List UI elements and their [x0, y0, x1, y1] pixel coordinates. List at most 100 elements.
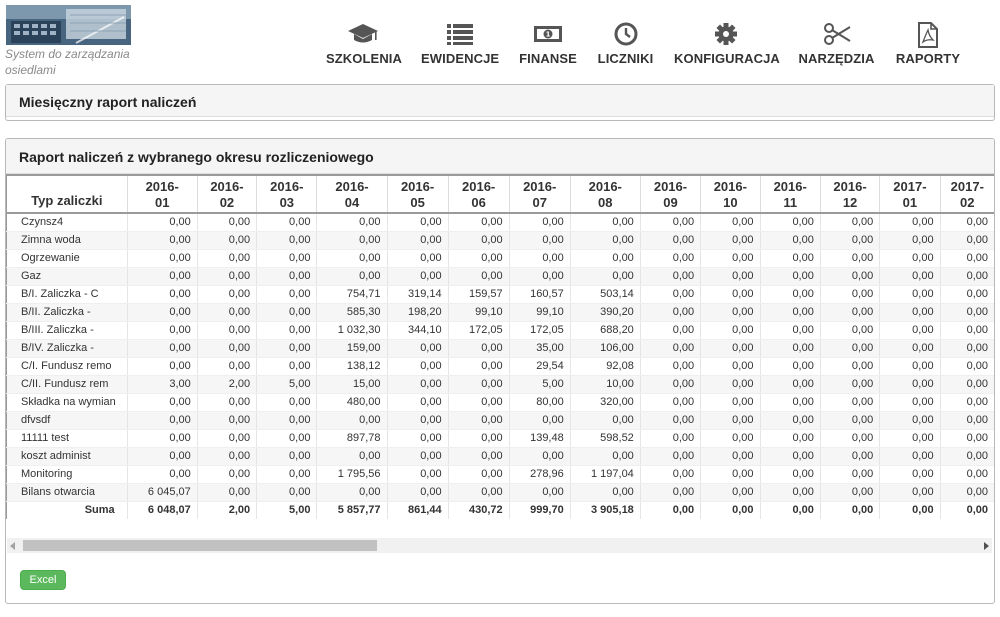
cell-value: 0,00	[256, 357, 317, 376]
cell-value: 0,00	[639, 249, 701, 268]
cell-value: 0,00	[569, 411, 641, 430]
cell-value: 0,00	[386, 357, 449, 376]
period-year: 2017-	[950, 179, 984, 194]
scroll-left-icon[interactable]	[10, 542, 15, 550]
cell-value: 0,00	[196, 213, 257, 232]
cell-value: 0,00	[700, 303, 761, 322]
table-row: Czynsz4 0,00 0,00 0,00 0,00 0,00 0,00 0,00 0,00 0…	[6, 213, 994, 232]
column-header-period: 2016- 02	[196, 174, 257, 214]
nav-liczniki[interactable]: LICZNIKI	[597, 20, 654, 68]
cell-value: 0,00	[639, 501, 701, 519]
cell-value: 0,00	[196, 249, 257, 268]
cell-value: 0,00	[196, 231, 257, 250]
cell-value: 390,20	[569, 303, 641, 322]
nav-narzedzia[interactable]: NARZĘDZIA	[798, 20, 875, 68]
cell-value: 0,00	[639, 411, 701, 430]
cell-value: 0,00	[759, 375, 821, 394]
cell-value: 0,00	[700, 429, 761, 448]
clock-icon	[597, 22, 654, 48]
cell-value: 5,00	[256, 501, 317, 519]
nav-szkolenia[interactable]: SZKOLENIA	[326, 20, 403, 68]
period-year: 2016-	[713, 179, 747, 194]
period-year: 2017-	[893, 179, 927, 194]
cell-value: 0,00	[126, 303, 198, 322]
column-header-period: 2016- 12	[819, 174, 880, 214]
cell-value: 0,00	[508, 249, 571, 268]
cell-value: 0,00	[386, 339, 449, 358]
cell-value: 278,96	[508, 465, 571, 484]
horizontal-scrollbar[interactable]	[7, 538, 992, 553]
nav-label: SZKOLENIA	[326, 51, 403, 66]
column-header-period: 2016- 08	[569, 174, 641, 214]
column-header-period: 2016- 05	[386, 174, 449, 214]
scroll-right-icon[interactable]	[984, 542, 989, 550]
cell-value: 0,00	[196, 465, 257, 484]
cell-value: 0,00	[819, 303, 880, 322]
cell-value: 0,00	[879, 303, 941, 322]
cell-value: 0,00	[569, 267, 641, 286]
nav-raporty[interactable]: RAPORTY	[895, 20, 961, 68]
cell-value: 0,00	[759, 303, 821, 322]
cell-value: 0,00	[447, 429, 510, 448]
row-label: Suma	[6, 501, 128, 519]
table-row: C/II. Fundusz rem 3,00 2,00 5,00 15,00 0,00 0,…	[6, 375, 994, 394]
excel-export-button[interactable]: Excel	[20, 570, 66, 590]
cell-value: 0,00	[447, 267, 510, 286]
row-label: Zimna woda	[6, 231, 128, 250]
cell-value: 0,00	[939, 321, 994, 340]
cell-value: 0,00	[819, 429, 880, 448]
nav-label: KONFIGURACJA	[674, 51, 780, 66]
pdf-file-icon	[895, 22, 961, 48]
cell-value: 0,00	[759, 501, 821, 519]
cell-value: 1 032,30	[316, 321, 388, 340]
cell-value: 0,00	[126, 231, 198, 250]
period-year: 2016-	[588, 179, 622, 194]
cell-value: 0,00	[639, 393, 701, 412]
cell-value: 0,00	[386, 213, 449, 232]
nav-konfiguracja[interactable]: KONFIGURACJA	[674, 20, 780, 68]
nav-ewidencje[interactable]: EWIDENCJE	[421, 20, 499, 68]
cell-value: 0,00	[316, 447, 388, 466]
panel-title: Miesięczny raport naliczeń	[6, 85, 994, 117]
cell-value: 0,00	[508, 411, 571, 430]
cell-value: 0,00	[700, 411, 761, 430]
cell-value: 0,00	[386, 429, 449, 448]
cell-value: 0,00	[447, 393, 510, 412]
scissors-icon	[798, 22, 875, 48]
cell-value: 0,00	[819, 375, 880, 394]
cell-value: 5 857,77	[316, 501, 388, 519]
column-header-period: 2016- 01	[126, 174, 198, 214]
cell-value: 0,00	[569, 213, 641, 232]
table-row: C/I. Fundusz remo 0,00 0,00 0,00 138,12 0,00 0…	[6, 357, 994, 376]
table-row: koszt administ 0,00 0,00 0,00 0,00 0,00 0,00 0,…	[6, 447, 994, 466]
logo-image[interactable]	[6, 5, 131, 45]
cell-value: 0,00	[819, 447, 880, 466]
cell-value: 0,00	[939, 285, 994, 304]
cell-value: 0,00	[879, 231, 941, 250]
cell-value: 0,00	[759, 393, 821, 412]
cell-value: 0,00	[759, 285, 821, 304]
cell-value: 0,00	[700, 483, 761, 502]
logo-tagline: System do zarządzania osiedlami	[5, 47, 130, 77]
cell-value: 0,00	[639, 483, 701, 502]
cell-value: 0,00	[939, 357, 994, 376]
graduation-cap-icon	[326, 22, 400, 48]
nav-finanse[interactable]: 1 FINANSE	[519, 20, 577, 68]
cell-value: 0,00	[939, 483, 994, 502]
cell-value: 598,52	[569, 429, 641, 448]
cell-value: 0,00	[879, 213, 941, 232]
period-month: 04	[344, 195, 360, 210]
row-label: B/IV. Zaliczka -	[6, 339, 128, 358]
scrollbar-thumb[interactable]	[23, 540, 377, 551]
cell-value: 3 905,18	[569, 501, 641, 519]
cell-value: 0,00	[879, 411, 941, 430]
cell-value: 0,00	[879, 483, 941, 502]
cell-value: 0,00	[256, 429, 317, 448]
panel-title: Raport naliczeń z wybranego okresu rozli…	[6, 139, 994, 174]
row-label: C/II. Fundusz rem	[6, 375, 128, 394]
money-icon: 1	[519, 22, 577, 48]
report-table-scroll[interactable]: Typ zaliczki 2016- 01 2016- 02 2016- 03 2016- 04…	[6, 174, 994, 519]
cell-value: 0,00	[196, 483, 257, 502]
cell-value: 0,00	[879, 249, 941, 268]
svg-text:1: 1	[546, 31, 551, 39]
